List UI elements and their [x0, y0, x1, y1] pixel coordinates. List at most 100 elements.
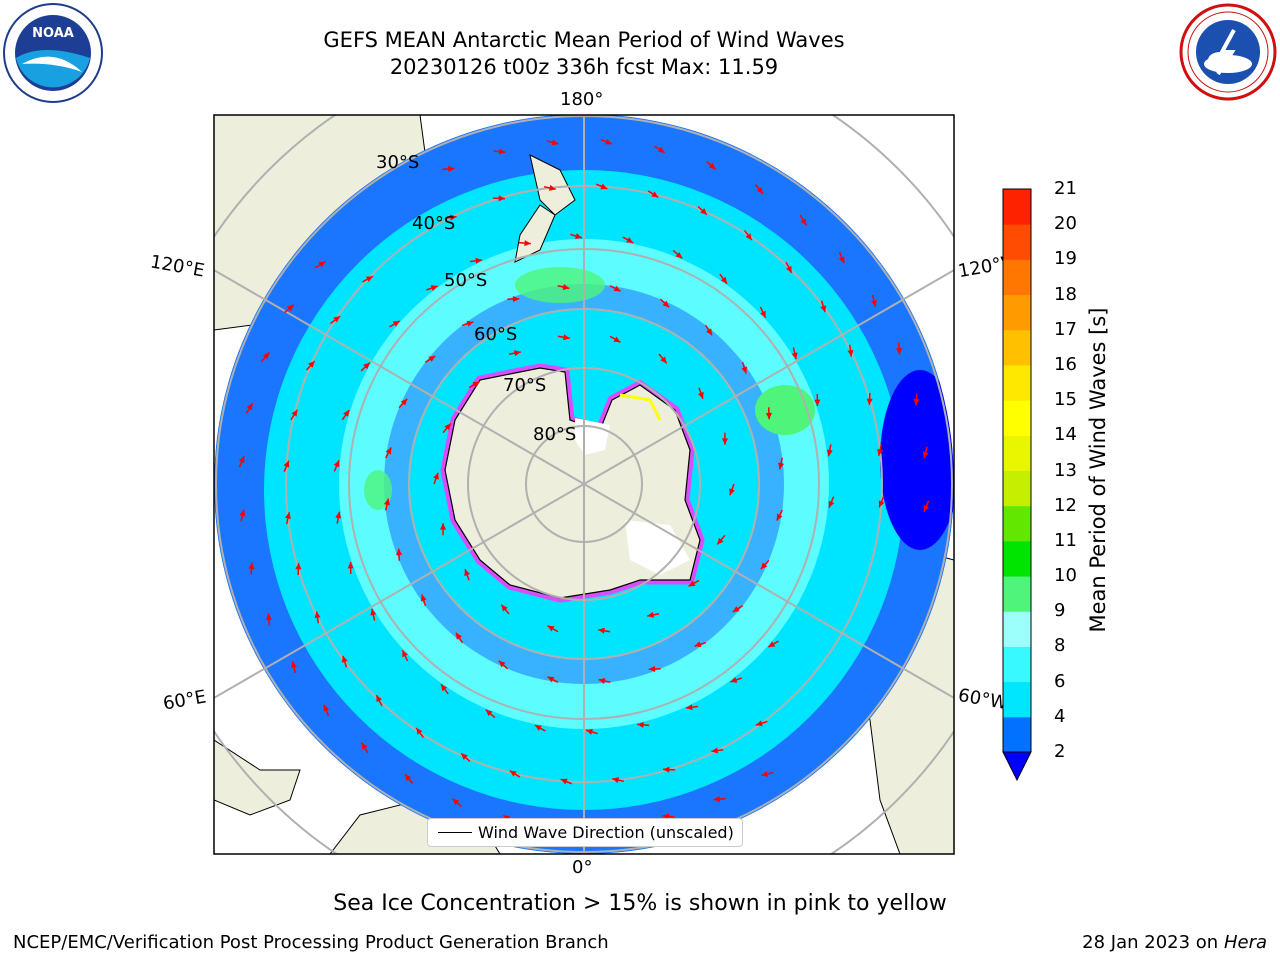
colorbar-tick-label: 20 [1054, 213, 1077, 235]
wind-arrow-head [721, 438, 728, 445]
footer-org: NCEP/EMC/Verification Post Processing Pr… [13, 932, 609, 953]
colorbar-segment [1003, 646, 1031, 683]
deep-blue-patch [880, 370, 954, 550]
wind-arrow-head [713, 796, 720, 803]
wind-arrow-head [613, 285, 621, 292]
wind-arrow-head [562, 283, 570, 290]
wind-arrow-head [870, 299, 877, 307]
footer-date: 28 Jan 2023 on Hera [1082, 932, 1267, 953]
colorbar-segment [1003, 681, 1031, 718]
colorbar-segment [1003, 716, 1031, 753]
colorbar-tick-label: 18 [1054, 283, 1077, 305]
wind-arrow-head [637, 721, 644, 728]
wind-arrow-head [501, 604, 508, 612]
lon-label-top: 180° [560, 89, 604, 110]
footer-date-text: 28 Jan 2023 on [1082, 932, 1224, 953]
colorbar-tick-label: 16 [1054, 353, 1077, 375]
wind-arrow-head [248, 562, 255, 570]
colorbar-segment [1003, 364, 1031, 401]
wind-arrow-head [745, 233, 752, 241]
wind-arrow-head [333, 460, 340, 468]
map-frame [213, 114, 955, 855]
wind-arrow-head [498, 195, 506, 202]
wind-arrow-head [485, 709, 493, 717]
wind-arrow-head [613, 336, 621, 343]
wind-arrow-head [626, 237, 634, 243]
wind-arrow-head [238, 456, 245, 464]
wind-arrow-head [760, 310, 766, 318]
wind-arrow-head [314, 611, 321, 618]
wind-arrow-head [335, 511, 342, 519]
wind-arrow-head [295, 562, 302, 570]
wind-arrow-head [347, 562, 354, 569]
wind-arrow-head [466, 320, 474, 327]
wind-arrow-head [524, 240, 531, 247]
colorbar-underflow [1002, 751, 1032, 782]
wind-arrow-head [800, 218, 807, 226]
colorbar-segment [1003, 329, 1031, 366]
wind-arrow-head [866, 398, 873, 406]
wind-arrow-head [700, 208, 707, 215]
wind-arrow-head [420, 594, 427, 602]
wind-arrow-head [514, 350, 521, 357]
wind-arrow-head [343, 409, 350, 417]
wind-arrow-head [657, 146, 665, 153]
wind-arrow-head [440, 684, 448, 692]
wind-arrow-head [475, 257, 483, 264]
colorbar-segment [1003, 611, 1031, 647]
lat-label-30: 30°S [376, 152, 420, 173]
wind-arrow-head [376, 695, 382, 703]
wind-arrow-head [392, 320, 400, 327]
colorbar-tick-label: 21 [1054, 178, 1077, 199]
wind-arrow-head [440, 523, 447, 530]
wind-arrow-head [404, 774, 412, 782]
colorbar-tick-label: 10 [1054, 565, 1077, 587]
wind-arrow-head [706, 328, 713, 336]
wind-arrow-head [662, 300, 670, 308]
lat-label-50: 50°S [444, 270, 488, 291]
wind-arrow-head [370, 608, 377, 616]
graticule [214, 115, 954, 854]
wind-arrow-head [697, 391, 704, 399]
legend-line-icon [438, 832, 472, 833]
wind-arrow-head [472, 381, 480, 388]
wind-arrow-head [598, 627, 605, 634]
wind-arrow-head [547, 676, 555, 683]
wind-arrow-head [402, 650, 408, 658]
lat-label-70: 70°S [503, 375, 547, 396]
colorbar-segment [1003, 470, 1031, 507]
wind-arrow-head [604, 138, 612, 145]
wind-arrow-head [675, 251, 683, 259]
wind-arrow-head [776, 513, 783, 521]
wind-arrow-head [291, 409, 298, 417]
colorbar-segment [1003, 224, 1031, 260]
colorbar-segment [1003, 189, 1031, 225]
wind-arrow-head [430, 285, 438, 292]
wind-arrow-head [450, 214, 457, 221]
wind-arrow-head [761, 770, 769, 777]
green-patch-east [755, 385, 815, 435]
wind-arrow-head [444, 423, 451, 431]
wind-arrow-head [341, 655, 348, 663]
colorbar-segment [1003, 400, 1031, 436]
wind-arrow-head [291, 661, 298, 669]
wind-arrow-head [433, 472, 439, 480]
wind-arrow-head [838, 256, 845, 264]
colorbar-segment [1003, 576, 1031, 612]
wind-arrow-head [262, 352, 270, 360]
colorbar-segments [1003, 189, 1031, 753]
wind-arrow-head [720, 276, 728, 284]
weddell-sea-ice [625, 520, 690, 575]
colorbar-tick-label: 9 [1054, 600, 1066, 622]
wind-arrow-head [826, 449, 833, 457]
wind-arrow-head [765, 412, 772, 420]
wind-arrow-head [323, 704, 330, 712]
wind-arrow-head [729, 488, 735, 496]
wind-arrow-head [464, 569, 471, 577]
noaa-logo: NOAA [3, 3, 103, 103]
wind-arrow-head [563, 334, 570, 341]
wind-arrow-head [878, 500, 885, 508]
colorbar-segment [1003, 505, 1031, 542]
wind-arrow-head [828, 500, 835, 508]
lat-label-60: 60°S [474, 324, 518, 345]
